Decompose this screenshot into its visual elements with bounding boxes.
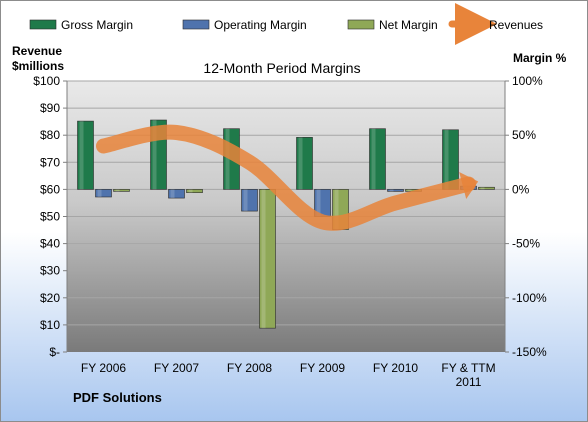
right-tick-label: -50% <box>512 237 540 251</box>
bar-highlight <box>371 128 376 190</box>
bar-gross-margin <box>296 137 313 190</box>
bar-net-margin <box>113 189 130 192</box>
category-label: FY 2007 <box>154 361 199 375</box>
left-tick-label: $70 <box>40 155 60 169</box>
bar-highlight <box>334 189 339 230</box>
left-axis-label-line2: $millions <box>12 59 64 73</box>
bar-highlight <box>170 189 175 199</box>
bar-operating-margin <box>241 189 258 212</box>
right-tick-label: 100% <box>512 74 543 88</box>
chart-title: 12-Month Period Margins <box>203 60 360 76</box>
bar-highlight <box>152 120 157 190</box>
revenue-arrowhead <box>459 171 479 200</box>
bar-highlight <box>316 189 321 217</box>
left-tick-label: $100 <box>33 74 60 88</box>
bar-net-margin <box>259 189 276 329</box>
left-tick-label: $80 <box>40 128 60 142</box>
left-tick-label: $20 <box>40 291 60 305</box>
bar-highlight <box>225 128 230 190</box>
legend-label: Revenues <box>489 18 543 32</box>
bar-gross-margin <box>77 120 94 190</box>
left-axis-label-line1: Revenue <box>12 44 62 58</box>
right-tick-label: -100% <box>512 291 547 305</box>
left-tick-label: $40 <box>40 237 60 251</box>
bar-operating-margin <box>387 189 404 192</box>
legend-swatch <box>182 19 210 30</box>
legend-label: Net Margin <box>379 18 438 32</box>
category-label: FY 2006 <box>81 361 126 375</box>
bar-highlight <box>444 129 449 190</box>
left-tick-label: $90 <box>40 101 60 115</box>
bar-highlight <box>79 121 84 190</box>
left-tick-label: $50 <box>40 210 60 224</box>
bar-highlight <box>298 137 303 190</box>
bar-highlight <box>261 189 266 329</box>
legend-label: Gross Margin <box>61 18 133 32</box>
category-label: FY & TTM 2011 <box>441 361 495 389</box>
revenue-line <box>96 124 476 231</box>
bar-gross-margin <box>369 128 386 190</box>
bar-highlight <box>407 189 412 192</box>
bar-net-margin <box>186 189 203 193</box>
bar-highlight <box>115 189 120 192</box>
category-label: FY 2010 <box>373 361 418 375</box>
left-tick-label: $10 <box>40 318 60 332</box>
legend-label: Operating Margin <box>214 18 307 32</box>
bar-highlight <box>480 187 485 190</box>
company-name: PDF Solutions <box>73 390 162 405</box>
left-tick-label: $60 <box>40 182 60 196</box>
category-label: FY 2008 <box>227 361 272 375</box>
category-label: FY 2009 <box>300 361 345 375</box>
legend-swatch <box>347 19 375 30</box>
bar-net-margin <box>478 186 495 190</box>
bar-highlight <box>97 189 102 197</box>
bar-operating-margin <box>168 189 185 199</box>
right-tick-label: -150% <box>512 345 547 359</box>
legend-swatch <box>29 19 57 30</box>
bar-highlight <box>243 189 248 212</box>
bar-highlight <box>188 189 193 193</box>
bar-operating-margin <box>95 189 112 198</box>
bar-highlight <box>389 189 394 192</box>
right-tick-label: 50% <box>512 128 536 142</box>
right-tick-label: 0% <box>512 182 530 196</box>
left-tick-label: $30 <box>40 264 60 278</box>
right-axis-label: Margin % <box>513 51 567 65</box>
left-tick-label: $- <box>49 345 60 359</box>
